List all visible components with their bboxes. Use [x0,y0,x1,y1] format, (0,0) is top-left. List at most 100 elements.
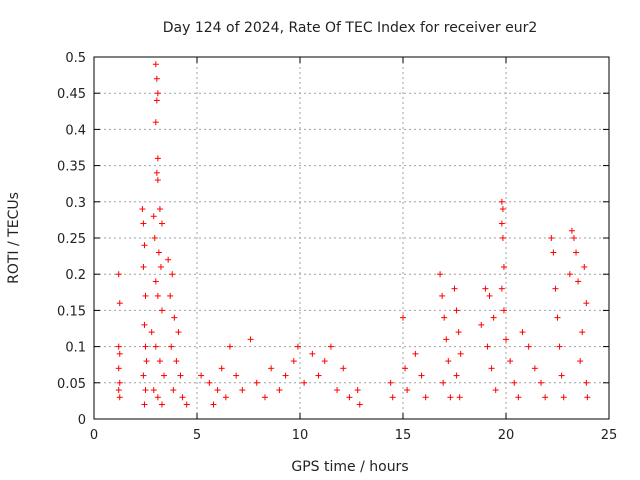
data-point [507,358,514,365]
y-tick-label: 0 [78,413,86,428]
data-point [165,256,172,263]
data-point [116,394,123,401]
grid [94,57,609,419]
data-point [412,350,419,357]
data-point [558,372,565,379]
data-point [525,343,532,350]
data-point [115,365,122,372]
data-point [139,206,146,213]
data-point [153,169,160,176]
data-point [154,292,161,299]
data-point [173,358,180,365]
data-point [500,307,507,314]
data-point [276,387,283,394]
data-point [457,350,464,357]
x-tick-label: 25 [601,428,618,443]
data-point [143,358,150,365]
data-point [153,75,160,82]
data-point [158,401,165,408]
data-point [253,379,260,386]
data-point [115,343,122,350]
data-point [538,379,545,386]
data-point [422,394,429,401]
data-point [498,285,505,292]
data-point [116,300,123,307]
data-point [583,379,590,386]
data-point [140,372,147,379]
data-point [515,394,522,401]
data-point [490,314,497,321]
data-point [294,343,301,350]
data-point [150,213,157,220]
data-point [206,379,213,386]
data-point [455,329,462,336]
data-point [168,343,175,350]
axis-ticks: 0 5 10 15 20 25 0 0.05 0.1 0.15 0.2 0.25 0.3 0.35 0.4 0… [57,51,617,443]
data-point [116,379,123,386]
data-point [115,271,122,278]
x-tick-label: 0 [90,428,98,443]
data-point [486,292,493,299]
data-point [581,263,588,270]
data-point [498,198,505,205]
data-point [584,394,591,401]
data-point [346,394,353,401]
data-point [282,372,289,379]
data-point [560,394,567,401]
y-tick-label: 0.45 [57,87,86,102]
data-point [340,365,347,372]
data-point [167,292,174,299]
data-point [158,307,165,314]
data-point [239,387,246,394]
data-point [141,242,148,249]
data-point [151,235,158,241]
data-point [404,387,411,394]
y-tick-label: 0.35 [57,160,86,175]
data-point [261,394,268,401]
data-points [115,61,591,408]
data-point [183,401,190,408]
data-point [140,263,147,270]
data-point [499,235,506,241]
data-point [453,372,460,379]
data-point [445,358,452,365]
data-point [153,97,160,104]
data-point [451,285,458,292]
data-point [354,387,361,394]
data-point [554,314,561,321]
data-point [552,285,559,292]
data-point [247,336,254,343]
data-point [548,235,555,241]
data-point [503,336,509,343]
data-point [500,263,507,270]
data-point [519,329,526,336]
data-point [152,61,159,68]
data-point [210,401,217,408]
data-point [152,343,159,350]
y-tick-label: 0.25 [57,232,86,247]
data-point [439,292,446,299]
data-point [169,271,176,278]
data-point [443,336,450,343]
data-point [568,227,575,234]
data-point [453,307,460,314]
data-point [233,372,240,379]
data-point [579,329,586,336]
data-point [152,119,159,126]
data-point [570,235,577,241]
data-point [488,365,495,372]
data-point [155,249,162,256]
data-point [156,358,163,365]
x-tick-label: 20 [498,428,515,443]
data-point [482,285,489,292]
data-point [157,263,164,270]
data-point [575,278,582,285]
data-point [154,394,161,401]
data-point [400,314,406,321]
data-point [321,358,328,365]
data-point [141,401,148,408]
data-point [171,314,178,321]
x-axis-label: GPS time / hours [291,459,408,475]
data-point [268,365,275,372]
data-point [115,387,122,394]
